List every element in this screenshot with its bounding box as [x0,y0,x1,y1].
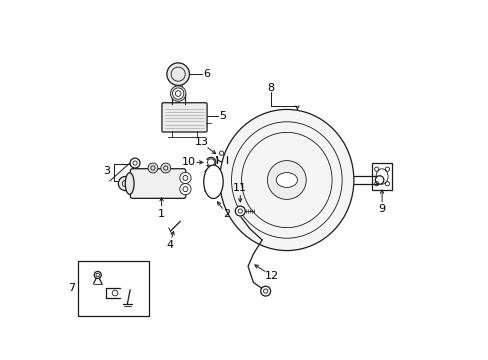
Text: 13: 13 [195,137,209,147]
Circle shape [180,184,191,195]
Circle shape [118,176,132,190]
Text: 11: 11 [233,183,247,193]
Circle shape [161,163,170,173]
Circle shape [375,176,383,184]
Circle shape [130,158,140,168]
Circle shape [260,286,270,296]
Text: 8: 8 [267,83,274,93]
Circle shape [180,172,191,184]
Text: 10: 10 [181,157,195,167]
Ellipse shape [125,173,134,194]
Text: 7: 7 [68,283,75,293]
Ellipse shape [219,109,353,251]
Text: 3: 3 [102,166,109,176]
Text: 1: 1 [158,209,165,219]
Circle shape [207,159,214,166]
Circle shape [112,290,118,296]
Ellipse shape [203,165,223,198]
Circle shape [172,88,183,99]
Circle shape [166,63,189,85]
Circle shape [267,161,305,199]
Bar [372,163,391,190]
Text: 5: 5 [219,111,225,121]
FancyBboxPatch shape [162,103,207,132]
Circle shape [170,86,185,101]
Bar [78,261,148,316]
Text: 12: 12 [264,271,279,281]
Text: 2: 2 [223,209,230,219]
Ellipse shape [276,172,297,188]
Circle shape [94,271,101,279]
Circle shape [148,163,158,173]
Circle shape [235,206,244,216]
Text: 4: 4 [166,240,174,250]
Text: 9: 9 [378,204,385,215]
FancyBboxPatch shape [130,169,185,198]
Text: 6: 6 [203,69,209,79]
